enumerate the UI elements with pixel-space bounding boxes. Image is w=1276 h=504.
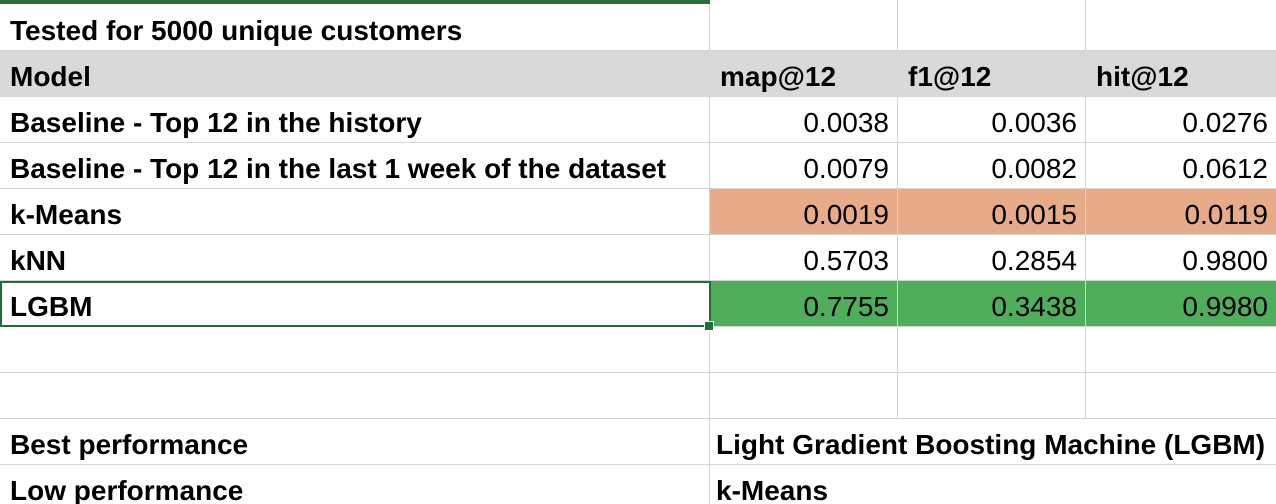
cell-hit-low-highlight[interactable]: 0.0119: [1086, 189, 1276, 234]
summary-row-low: Low performance k-Means: [0, 465, 1276, 504]
table-row: k-Means 0.0019 0.0015 0.0119: [0, 189, 1276, 235]
cell-f1[interactable]: 0.0036: [898, 97, 1086, 142]
cell-hit-best-highlight[interactable]: 0.9980: [1086, 281, 1276, 326]
cell-hit[interactable]: 0.0612: [1182, 153, 1268, 184]
cell-model-selected[interactable]: LGBM: [0, 281, 710, 326]
cell-empty[interactable]: [1086, 373, 1276, 418]
cell-hit[interactable]: 0.9800: [1182, 245, 1268, 276]
cell-f1[interactable]: 0.0082: [898, 143, 1086, 188]
cell-empty[interactable]: [710, 373, 898, 418]
cell-map[interactable]: 0.0079: [710, 143, 898, 188]
cell-map-low-highlight[interactable]: 0.0019: [710, 189, 898, 234]
header-hit[interactable]: hit@12: [1096, 61, 1189, 92]
active-column-indicator: [0, 0, 710, 4]
cell-model[interactable]: Baseline - Top 12 in the last 1 week of …: [0, 143, 710, 188]
sheet-row-title: Tested for 5000 unique customers: [0, 0, 1276, 51]
cell-model[interactable]: kNN: [0, 235, 710, 280]
cell-map[interactable]: 0.5703: [710, 235, 898, 280]
cell-empty[interactable]: [710, 0, 898, 50]
header-map[interactable]: map@12: [710, 51, 898, 96]
cell-empty[interactable]: [1086, 0, 1276, 50]
sheet-row-empty: [0, 373, 1276, 419]
cell-map[interactable]: 0.0038: [710, 97, 898, 142]
table-row: Baseline - Top 12 in the last 1 week of …: [0, 143, 1276, 189]
cell-title[interactable]: Tested for 5000 unique customers: [0, 0, 710, 50]
table-row: Baseline - Top 12 in the history 0.0038 …: [0, 97, 1276, 143]
low-performance-value[interactable]: k-Means: [716, 475, 829, 504]
table-row: LGBM 0.7755 0.3438 0.9980: [0, 281, 1276, 327]
summary-row-best: Best performance Light Gradient Boosting…: [0, 419, 1276, 465]
fill-handle[interactable]: [704, 321, 714, 331]
cell-map-best-highlight[interactable]: 0.7755: [710, 281, 898, 326]
best-performance-value[interactable]: Light Gradient Boosting Machine (LGBM): [716, 429, 1266, 460]
cell-model[interactable]: k-Means: [0, 189, 710, 234]
header-f1[interactable]: f1@12: [898, 51, 1086, 96]
best-performance-text: Best performance: [10, 429, 249, 460]
best-performance-label[interactable]: Best performance: [0, 419, 710, 464]
cell-empty[interactable]: [710, 327, 898, 372]
cell-f1[interactable]: 0.2854: [898, 235, 1086, 280]
cell-empty[interactable]: [1086, 327, 1276, 372]
low-performance-label[interactable]: Low performance: [0, 465, 710, 504]
table-row: kNN 0.5703 0.2854 0.9800: [0, 235, 1276, 281]
header-model[interactable]: Model: [0, 51, 710, 96]
cell-empty[interactable]: [0, 327, 710, 372]
cell-empty[interactable]: [898, 373, 1086, 418]
sheet-row-empty: [0, 327, 1276, 373]
cell-f1-low-highlight[interactable]: 0.0015: [898, 189, 1086, 234]
table-header-row: Model map@12 f1@12 hit@12: [0, 51, 1276, 97]
cell-hit[interactable]: 0.0276: [1182, 107, 1268, 138]
cell-empty[interactable]: [898, 327, 1086, 372]
cell-empty[interactable]: [0, 373, 710, 418]
cell-f1-best-highlight[interactable]: 0.3438: [898, 281, 1086, 326]
cell-empty[interactable]: [898, 0, 1086, 50]
cell-model[interactable]: Baseline - Top 12 in the history: [0, 97, 710, 142]
